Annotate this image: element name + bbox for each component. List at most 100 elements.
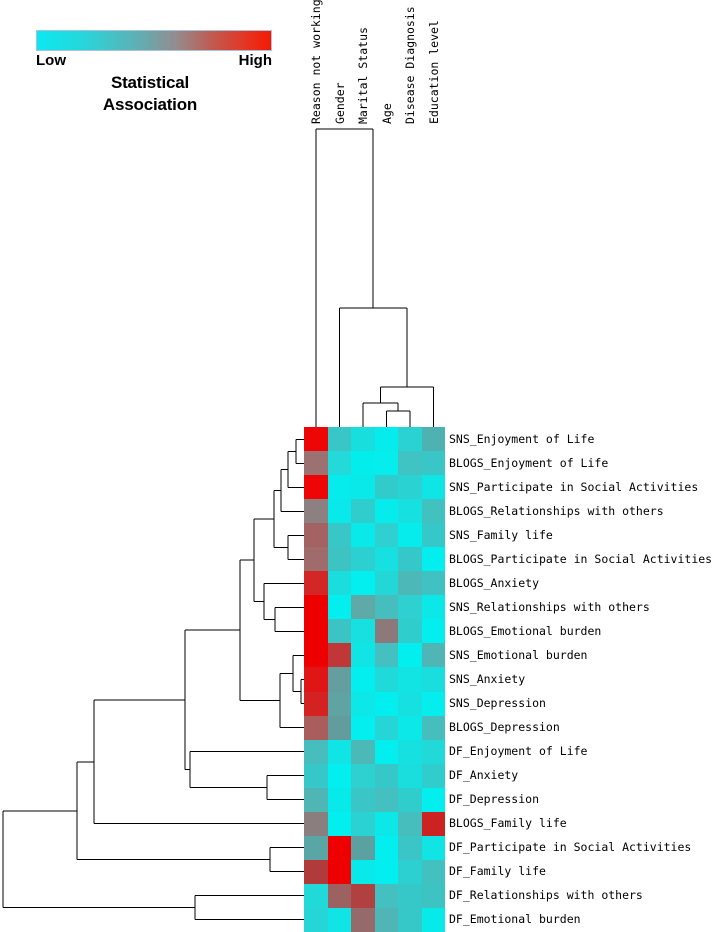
column-dendrogram	[315, 128, 434, 427]
heatmap-cell-r8c4	[374, 595, 398, 620]
heatmap-cell-r6c4	[374, 547, 398, 572]
heatmap-cell-r21c2	[327, 907, 351, 932]
heatmap-cell-r20c5	[398, 883, 422, 908]
heatmap-cell-r9c5	[398, 619, 422, 644]
heatmap-cell-r7c1	[304, 571, 328, 596]
heatmap-cell-r21c4	[374, 907, 398, 932]
heatmap-cell-r4c2	[327, 499, 351, 524]
heatmap-cell-r8c5	[398, 595, 422, 620]
heatmap-cell-r11c4	[374, 667, 398, 692]
row-label-1: SNS_Enjoyment of Life	[449, 432, 595, 446]
heatmap-cell-r18c3	[351, 835, 375, 860]
heatmap-cell-r19c2	[327, 859, 351, 884]
heatmap-cell-r15c2	[327, 763, 351, 788]
heatmap-cell-r21c6	[421, 907, 445, 932]
heatmap-cell-r20c4	[374, 883, 398, 908]
heatmap-cell-r10c6	[421, 643, 445, 668]
heatmap-cell-r2c6	[421, 451, 445, 476]
heatmap-cell-r6c5	[398, 547, 422, 572]
heatmap-cell-r7c5	[398, 571, 422, 596]
heatmap-cell-r1c3	[351, 427, 375, 452]
row-label-8: SNS_Relationships with others	[449, 600, 650, 615]
heatmap-cell-r8c2	[327, 595, 351, 620]
heatmap-cell-r5c4	[374, 523, 398, 548]
heatmap-cell-r14c5	[398, 739, 422, 764]
heatmap-cell-r3c2	[327, 475, 351, 500]
heatmap-cell-r19c5	[398, 859, 422, 884]
heatmap-cell-r13c4	[374, 715, 398, 740]
row-label-18: DF_Participate in Social Activities	[449, 840, 692, 855]
heatmap-cell-r3c1	[304, 475, 328, 500]
heatmap-cell-r5c5	[398, 523, 422, 548]
heatmap-cell-r1c2	[327, 427, 351, 452]
row-label-19: DF_Family life	[449, 864, 546, 879]
heatmap-cell-r5c1	[304, 523, 328, 548]
heatmap-cell-r17c5	[398, 811, 422, 836]
legend-low-label: Low	[36, 52, 66, 69]
heatmap-cell-r11c2	[327, 667, 351, 692]
heatmap-cell-r1c6	[421, 427, 445, 452]
heatmap-cell-r18c5	[398, 835, 422, 860]
row-labels: SNS_Enjoyment of Life BLOGS_Enjoyment of …	[449, 427, 717, 931]
heatmap-cell-r7c3	[351, 571, 375, 596]
row-label-17: BLOGS_Family life	[449, 816, 567, 831]
row-label-5: SNS_Family life	[449, 528, 553, 543]
legend-high-label: High	[238, 52, 272, 69]
heatmap-cell-r9c6	[421, 619, 445, 644]
heatmap-cell-r14c3	[351, 739, 375, 764]
heatmap-cell-r11c5	[398, 667, 422, 692]
heatmap-cell-r19c6	[421, 859, 445, 884]
heatmap-cell-r3c4	[374, 475, 398, 500]
heatmap-cell-r3c5	[398, 475, 422, 500]
row-label-3: SNS_Participate in Social Activities	[449, 480, 699, 495]
heatmap-cell-r13c1	[304, 715, 328, 740]
row-label-2: BLOGS_Enjoyment of Life	[449, 456, 609, 471]
heatmap-cell-r14c4	[374, 739, 398, 764]
heatmap-cell-r6c6	[421, 547, 445, 572]
column-label-3: Marital Status	[356, 27, 370, 124]
heatmap-cell-r1c1	[304, 427, 328, 452]
heatmap-cell-r12c6	[421, 691, 445, 716]
heatmap-cell-r11c1	[304, 667, 328, 692]
heatmap-cell-r17c6	[421, 811, 445, 836]
heatmap-cell-r16c2	[327, 787, 351, 812]
heatmap-cell-r5c3	[351, 523, 375, 548]
heatmap-cell-r19c1	[304, 859, 328, 884]
heatmap-cell-r15c4	[374, 763, 398, 788]
heatmap-cell-r8c6	[421, 595, 445, 620]
row-label-15: DF_Anxiety	[449, 768, 519, 783]
heatmap-cell-r20c2	[327, 883, 351, 908]
row-label-16: DF_Depression	[449, 792, 540, 807]
row-label-21: DF_Emotional burden	[449, 912, 581, 927]
heatmap-cell-r14c1	[304, 739, 328, 764]
heatmap-cell-r13c6	[421, 715, 445, 740]
heatmap-cell-r6c3	[351, 547, 375, 572]
heatmap-cell-r15c3	[351, 763, 375, 788]
row-label-4: BLOGS_Relationships with others	[449, 504, 664, 519]
heatmap-cell-r18c4	[374, 835, 398, 860]
heatmap-cell-r15c1	[304, 763, 328, 788]
heatmap-cell-r4c3	[351, 499, 375, 524]
heatmap-cell-r3c3	[351, 475, 375, 500]
heatmap-cell-r21c5	[398, 907, 422, 932]
row-label-9: BLOGS_Emotional burden	[449, 624, 602, 639]
heatmap-cell-r10c2	[327, 643, 351, 668]
heatmap-cell-r19c3	[351, 859, 375, 884]
heatmap-cell-r19c4	[374, 859, 398, 884]
row-label-6: BLOGS_Participate in Social Activities	[449, 552, 713, 567]
heatmap-cell-r11c6	[421, 667, 445, 692]
heatmap-cell-r18c6	[421, 835, 445, 860]
heatmap-cell-r12c2	[327, 691, 351, 716]
heatmap-cell-r18c1	[304, 835, 328, 860]
row-label-20: DF_Relationships with others	[449, 888, 643, 903]
heatmap-cell-r6c1	[304, 547, 328, 572]
heatmap-cell-r12c1	[304, 691, 328, 716]
heatmap-cell-r17c4	[374, 811, 398, 836]
row-label-7: BLOGS_Anxiety	[449, 576, 540, 591]
heatmap-cell-r2c2	[327, 451, 351, 476]
heatmap-cell-r7c2	[327, 571, 351, 596]
heatmap-cell-r16c1	[304, 787, 328, 812]
heatmap-cell-r12c5	[398, 691, 422, 716]
heatmap-cell-r12c3	[351, 691, 375, 716]
